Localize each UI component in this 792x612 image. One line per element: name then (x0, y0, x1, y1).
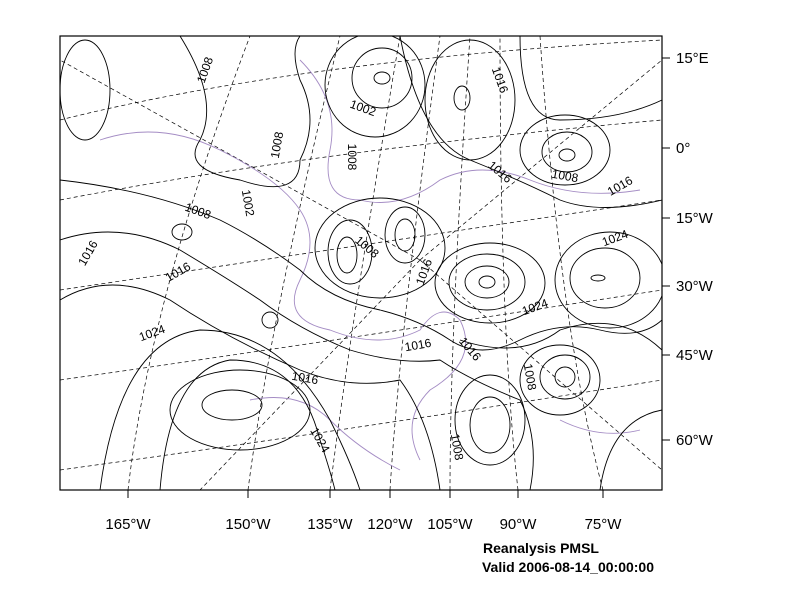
y-tick-label: 15°E (676, 50, 709, 67)
y-tick-label: 0° (676, 140, 690, 157)
contour-label: 1016 (291, 369, 320, 387)
contour-label: 1024 (600, 227, 630, 249)
isobars (60, 36, 662, 490)
contour-label: 1016 (413, 257, 435, 287)
contour-label: 1008 (183, 200, 213, 222)
caption-title: Reanalysis PMSL (483, 540, 599, 556)
x-tick-label: 165°W (105, 516, 151, 533)
graticule (60, 36, 662, 490)
y-tick-label: 60°W (676, 432, 714, 449)
contour-label: 1024 (307, 425, 333, 455)
contour-label: 1008 (194, 55, 216, 85)
map-frame (59, 35, 663, 491)
x-tick-label: 105°W (427, 516, 473, 533)
x-tick-label: 75°W (585, 516, 623, 533)
contour-label: 1008 (521, 363, 539, 392)
contour-label: 1016 (75, 238, 101, 268)
contour-label: 1008 (345, 144, 359, 171)
x-tick-label: 120°W (367, 516, 413, 533)
contour-label: 1008 (268, 130, 286, 159)
contour-label: 1002 (239, 189, 257, 218)
contour-label: 1024 (137, 322, 167, 344)
contour-label: 1008 (551, 167, 580, 185)
y-tick-label: 30°W (676, 278, 714, 295)
y-tick-label: 45°W (676, 347, 714, 364)
contour-label: 1016 (485, 158, 515, 186)
contour-label: 1016 (605, 173, 635, 199)
x-tick-label: 135°W (307, 516, 353, 533)
caption-valid: Valid 2006-08-14_00:00:00 (482, 559, 654, 575)
contour-label: 1016 (489, 65, 511, 95)
contour-label: 1016 (163, 259, 193, 285)
x-tick-label: 90°W (500, 516, 538, 533)
contour-label: 1016 (456, 334, 484, 364)
contour-label: 1008 (448, 433, 466, 462)
contour-label: 1016 (404, 336, 433, 354)
contour-label: 1024 (520, 296, 550, 318)
contour-label: 1002 (348, 97, 378, 119)
labels: 165°W 150°W 135°W 120°W 105°W 90°W 75°W 15°E 0° 1… (75, 50, 713, 533)
map-area (60, 36, 662, 490)
x-tick-label: 150°W (225, 516, 271, 533)
y-tick-label: 15°W (676, 210, 714, 227)
